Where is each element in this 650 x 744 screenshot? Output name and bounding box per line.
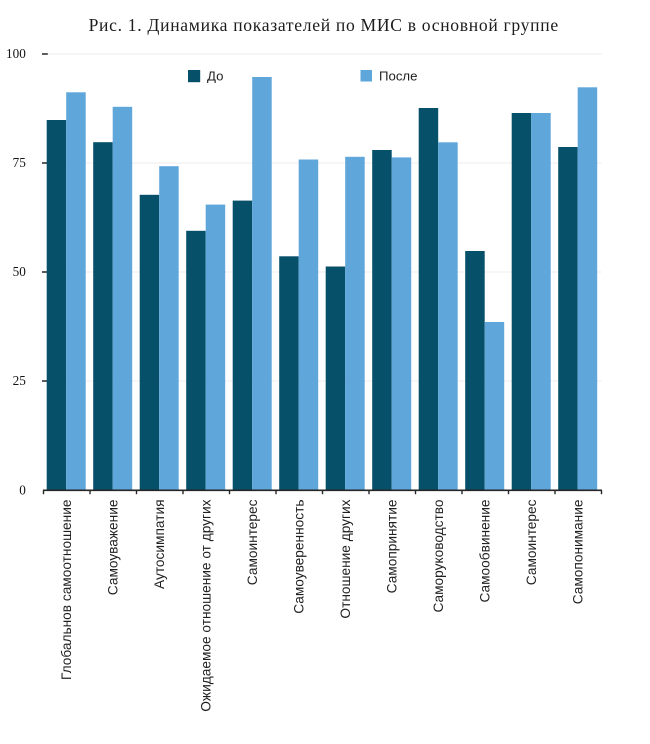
svg-text:После: После [379,69,417,84]
svg-text:До: До [207,69,223,84]
svg-text:25: 25 [13,373,27,388]
svg-text:Самоуважение: Самоуважение [105,500,120,596]
svg-text:Саморуководство: Саморуководство [431,499,446,612]
svg-text:Глобальнов самоотношение: Глобальнов самоотношение [59,500,74,681]
svg-text:50: 50 [13,264,27,279]
svg-text:Отношение других: Отношение других [338,499,353,618]
svg-text:Аутосимпатия: Аутосимпатия [152,500,167,590]
svg-text:0: 0 [19,483,26,498]
svg-text:Самоуверенность: Самоуверенность [291,500,306,614]
svg-text:Самоинтерес: Самоинтерес [245,499,260,585]
svg-text:Рис. 1. Динамика показателей п: Рис. 1. Динамика показателей по МИС в ос… [89,15,559,35]
svg-text:Ожидаемое отношение от других: Ожидаемое отношение от других [198,499,213,711]
svg-text:75: 75 [13,155,27,170]
svg-text:Самоинтерес: Самоинтерес [524,499,539,585]
svg-text:Самопринятие: Самопринятие [384,500,399,594]
svg-text:Самообвинение: Самообвинение [477,500,492,603]
svg-text:Самопонимание: Самопонимание [570,500,585,605]
svg-text:100: 100 [6,46,26,61]
